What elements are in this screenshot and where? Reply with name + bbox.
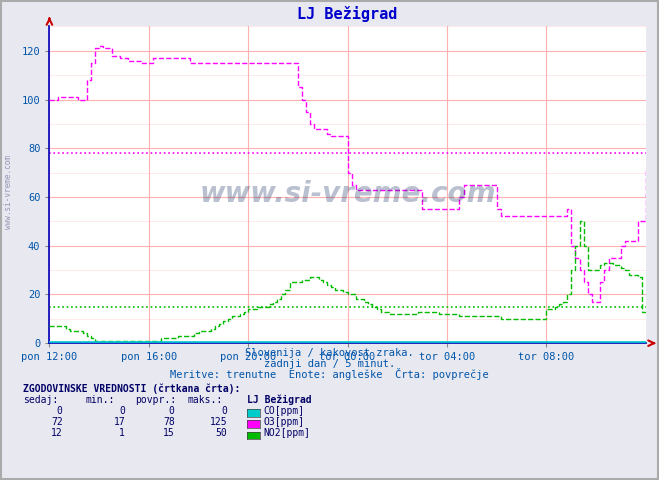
Text: www.si-vreme.com: www.si-vreme.com bbox=[4, 155, 13, 229]
Text: 72: 72 bbox=[51, 417, 63, 427]
Text: CO[ppm]: CO[ppm] bbox=[264, 406, 304, 416]
Text: 0: 0 bbox=[119, 406, 125, 416]
Text: zadnji dan / 5 minut.: zadnji dan / 5 minut. bbox=[264, 359, 395, 369]
Text: 1: 1 bbox=[119, 428, 125, 438]
Text: Slovenija / kakovost zraka.: Slovenija / kakovost zraka. bbox=[245, 348, 414, 358]
Text: Meritve: trenutne  Enote: angleške  Črta: povprečje: Meritve: trenutne Enote: angleške Črta: … bbox=[170, 368, 489, 380]
Text: www.si-vreme.com: www.si-vreme.com bbox=[200, 180, 496, 208]
Text: povpr.:: povpr.: bbox=[135, 395, 176, 405]
Text: 0: 0 bbox=[221, 406, 227, 416]
Text: 17: 17 bbox=[113, 417, 125, 427]
Text: NO2[ppm]: NO2[ppm] bbox=[264, 428, 310, 438]
Text: 125: 125 bbox=[210, 417, 227, 427]
Text: sedaj:: sedaj: bbox=[23, 395, 58, 405]
Text: 0: 0 bbox=[57, 406, 63, 416]
Text: 12: 12 bbox=[51, 428, 63, 438]
Text: 0: 0 bbox=[169, 406, 175, 416]
Text: ZGODOVINSKE VREDNOSTI (črtkana črta):: ZGODOVINSKE VREDNOSTI (črtkana črta): bbox=[23, 384, 241, 394]
Text: 78: 78 bbox=[163, 417, 175, 427]
Text: O3[ppm]: O3[ppm] bbox=[264, 417, 304, 427]
Text: 15: 15 bbox=[163, 428, 175, 438]
Text: LJ Bežigrad: LJ Bežigrad bbox=[247, 395, 312, 405]
Text: 50: 50 bbox=[215, 428, 227, 438]
Title: LJ Bežigrad: LJ Bežigrad bbox=[297, 6, 398, 23]
Text: min.:: min.: bbox=[86, 395, 115, 405]
Text: maks.:: maks.: bbox=[188, 395, 223, 405]
